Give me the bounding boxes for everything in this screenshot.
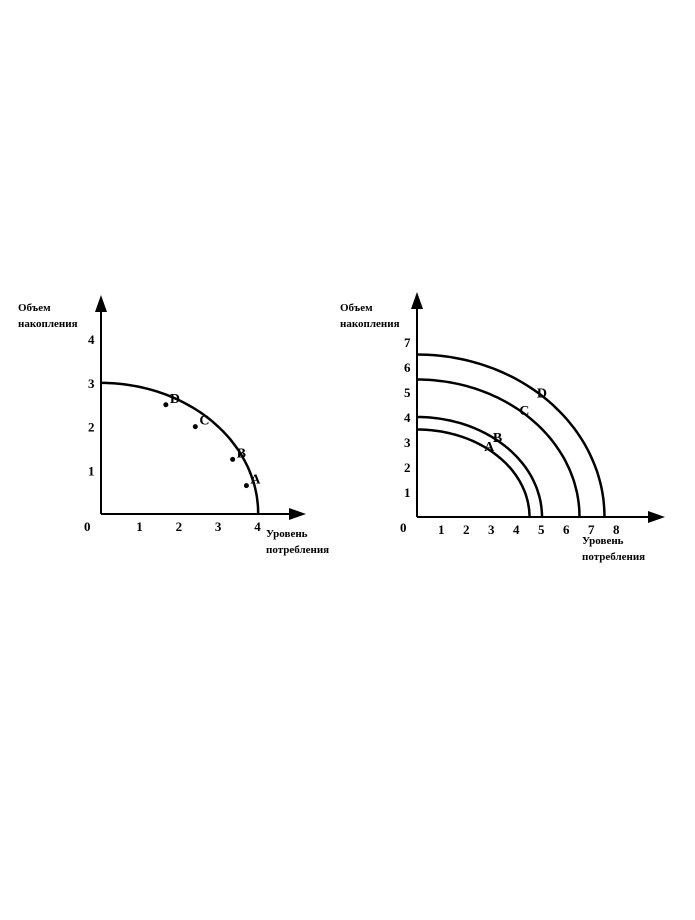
curve-label-D: D <box>537 386 547 401</box>
point-label-D: D <box>170 392 180 407</box>
left-x-tick-label: 3 <box>215 519 222 534</box>
curve-label-B: B <box>493 431 502 446</box>
right-x-tick-label: 3 <box>488 522 495 537</box>
diagram-left: Объем накопления Уровень потребления 0 1… <box>18 295 329 556</box>
right-x-tick-label: 7 <box>588 522 595 537</box>
right-y-tick-label: 7 <box>404 335 411 350</box>
right-y-arrow-icon <box>411 292 423 309</box>
left-x-tick-label: 4 <box>254 519 261 534</box>
point-marker-C <box>192 424 198 430</box>
left-y-arrow-icon <box>95 295 107 312</box>
right-y-tick-label: 1 <box>404 485 411 500</box>
point-marker-D <box>163 402 169 408</box>
right-x-label-2: потребления <box>582 551 645 563</box>
left-y-tick-label: 3 <box>88 376 95 391</box>
right-y-label-1: Объем <box>340 302 373 314</box>
right-x-tick-label: 6 <box>563 522 570 537</box>
right-x-tick-label: 8 <box>613 522 620 537</box>
right-y-tick-label: 2 <box>404 460 411 475</box>
right-x-label-1: Уровень <box>582 535 624 547</box>
right-x-tick-label: 2 <box>463 522 470 537</box>
right-y-tick-label: 3 <box>404 435 411 450</box>
left-x-tick-label: 2 <box>176 519 183 534</box>
right-origin-label: 0 <box>400 520 407 535</box>
right-y-tick-label: 6 <box>404 360 411 375</box>
point-marker-B <box>230 456 236 462</box>
point-label-A: A <box>250 473 261 488</box>
ppf-curve-A <box>417 428 531 517</box>
right-x-tick-label: 5 <box>538 522 545 537</box>
curve-label-C: C <box>519 404 529 419</box>
curve-label-A: A <box>484 440 495 455</box>
point-marker-A <box>243 483 249 489</box>
ppf-curve-C <box>417 378 581 518</box>
left-origin-label: 0 <box>84 519 91 534</box>
right-y-tick-label: 5 <box>404 385 411 400</box>
left-x-label-1: Уровень <box>266 528 308 540</box>
left-y-tick-label: 4 <box>88 332 95 347</box>
ppf-curve-B <box>417 415 544 517</box>
ppf-curve-D <box>416 353 606 518</box>
left-y-label-2: накопления <box>18 318 78 330</box>
left-y-label-1: Объем <box>18 302 51 314</box>
left-x-arrow-icon <box>289 508 306 520</box>
right-y-label-2: накопления <box>340 318 400 330</box>
diagram-right: Объем накопления Уровень потребления 0 1… <box>340 292 665 563</box>
right-x-tick-label: 1 <box>438 522 445 537</box>
left-y-tick-label: 1 <box>88 463 95 478</box>
left-x-label-2: потребления <box>266 544 329 556</box>
right-x-arrow-icon <box>648 511 665 523</box>
left-ppf-curve <box>101 381 260 515</box>
left-y-tick-label: 2 <box>88 420 95 435</box>
right-x-tick-label: 4 <box>513 522 520 537</box>
right-y-tick-label: 4 <box>404 410 411 425</box>
point-label-C: C <box>199 414 209 429</box>
point-label-B: B <box>237 446 246 461</box>
left-x-tick-label: 1 <box>136 519 143 534</box>
